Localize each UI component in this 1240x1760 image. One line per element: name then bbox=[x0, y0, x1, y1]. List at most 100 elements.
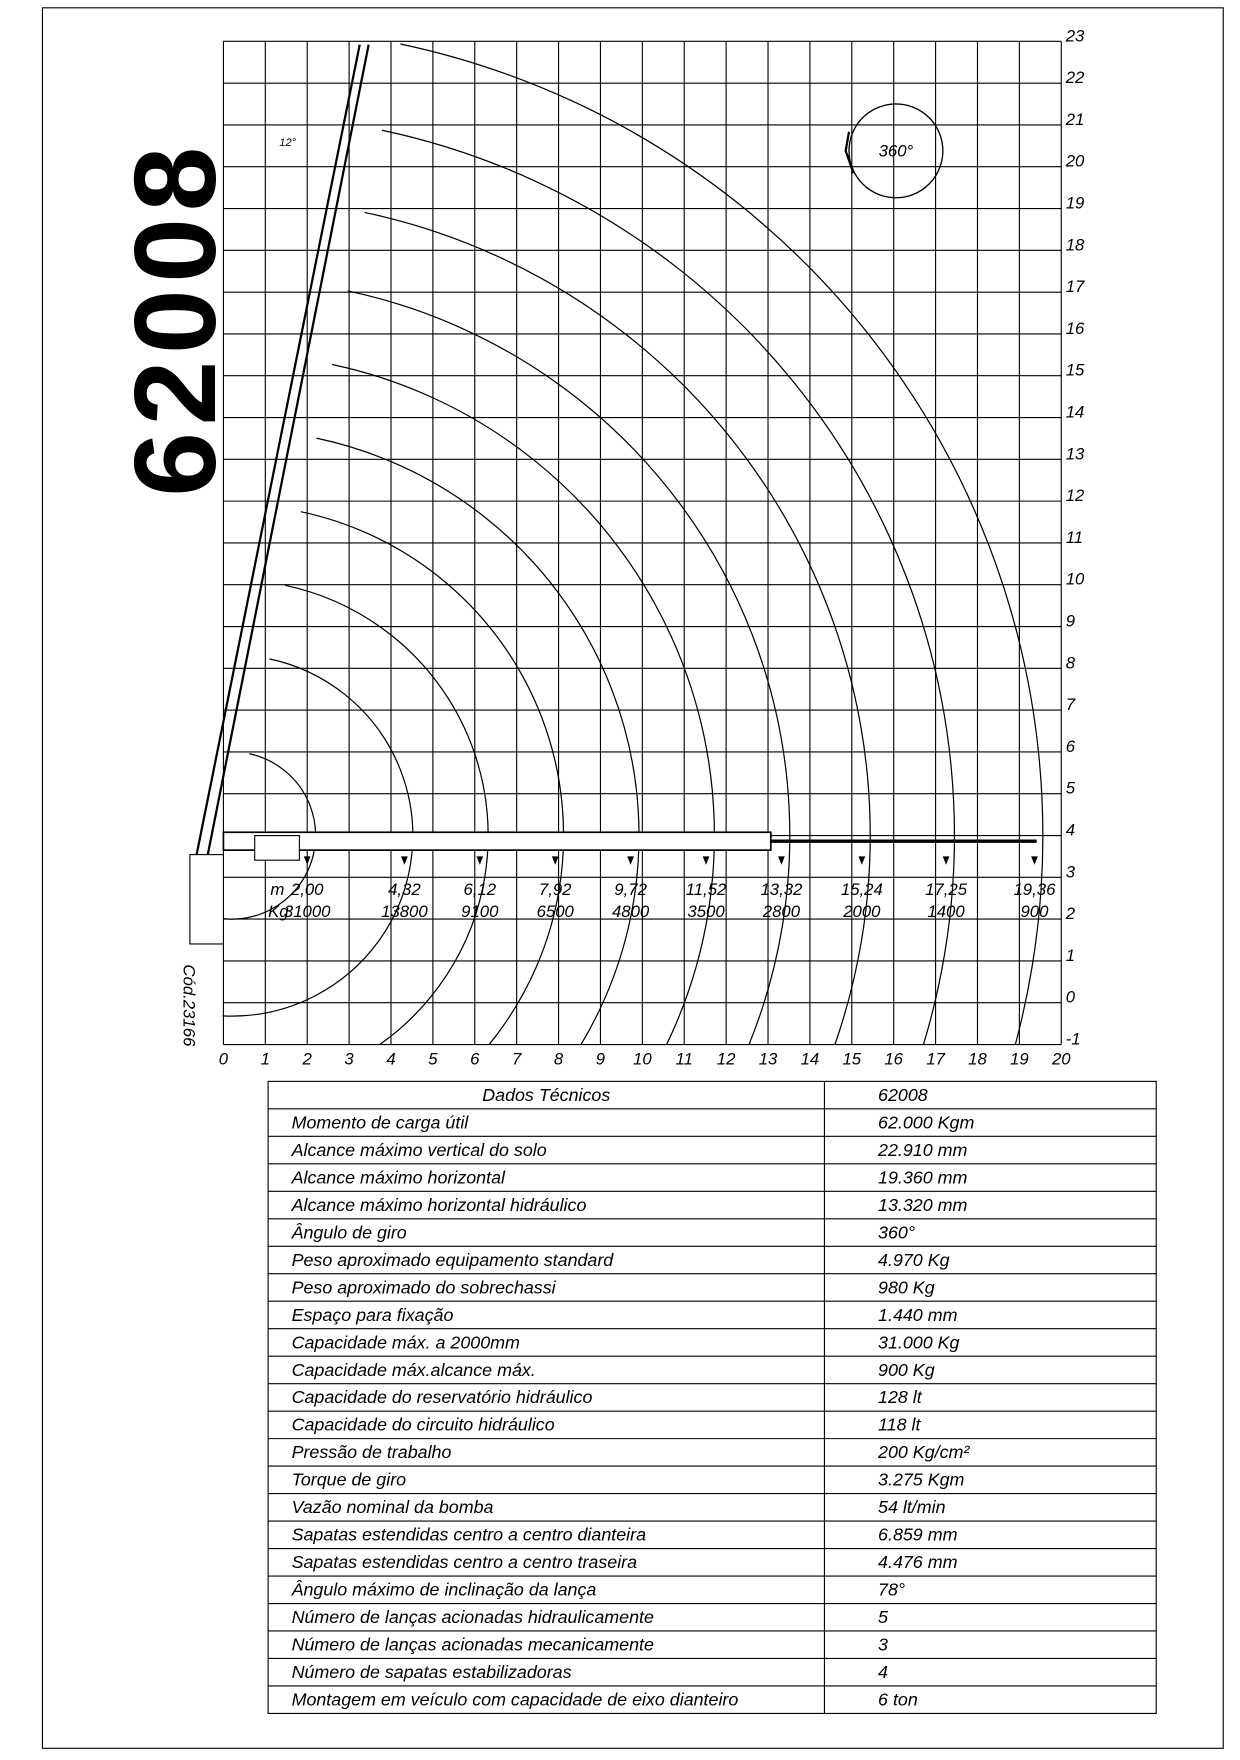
table-value: 19.360 mm bbox=[878, 1167, 967, 1187]
x-tick-label: 6 bbox=[470, 1050, 480, 1069]
reach-arc bbox=[222, 753, 317, 920]
table-label: Alcance máximo vertical do solo bbox=[291, 1140, 547, 1160]
y-tick-label: 4 bbox=[1066, 820, 1075, 839]
reach-arc bbox=[347, 290, 791, 1045]
load-marker bbox=[942, 856, 950, 865]
load-label: 3500 bbox=[687, 902, 725, 921]
load-marker bbox=[627, 856, 634, 865]
table-label: Sapatas estendidas centro a centro trase… bbox=[292, 1552, 638, 1572]
table-label: Número de lanças acionadas hidraulicamen… bbox=[292, 1607, 654, 1627]
table-value: 200 Kg/cm² bbox=[877, 1442, 970, 1462]
y-tick-label: 12 bbox=[1066, 486, 1085, 505]
reach-arc bbox=[300, 511, 565, 1045]
x-tick-label: 1 bbox=[261, 1050, 270, 1069]
load-marker bbox=[551, 856, 559, 865]
load-label: 2000 bbox=[842, 902, 881, 921]
grid: 0 1 2 3 4 5 6 7 8 9 10 11 12 13 14 15 16 17 18 19 20-1012345… bbox=[219, 26, 1085, 1068]
table-value: 62.000 Kgm bbox=[878, 1112, 974, 1132]
table-value: 128 lt bbox=[878, 1387, 923, 1407]
code: Cód.23166 bbox=[179, 964, 198, 1047]
load-marker bbox=[476, 856, 484, 865]
x-tick-label: 13 bbox=[759, 1050, 778, 1069]
table-value: 3 bbox=[878, 1635, 888, 1655]
table-label: Capacidade máx.alcance máx. bbox=[292, 1360, 536, 1380]
y-tick-label: 22 bbox=[1065, 68, 1085, 87]
table-value: 118 lt bbox=[878, 1415, 921, 1435]
y-tick-label: 1 bbox=[1066, 946, 1075, 965]
y-tick-label: 13 bbox=[1066, 444, 1085, 463]
table-value: 13.320 mm bbox=[878, 1195, 967, 1215]
y-tick-label: 11 bbox=[1066, 528, 1083, 547]
y-tick-label: 18 bbox=[1066, 235, 1085, 254]
table-label: Montagem em veículo com capacidade de ei… bbox=[292, 1690, 739, 1710]
table-value: 4.476 mm bbox=[878, 1552, 958, 1572]
table-value: 54 lt/min bbox=[878, 1497, 946, 1517]
reach-label: 11,52 bbox=[686, 880, 727, 899]
table-border bbox=[267, 1080, 1157, 1714]
x-tick-label: 5 bbox=[428, 1050, 438, 1069]
load-marker bbox=[303, 856, 311, 865]
reach-arc bbox=[222, 658, 414, 1017]
load-label: 6500 bbox=[537, 902, 575, 921]
load-marker bbox=[1031, 856, 1038, 865]
y-tick-label: 10 bbox=[1066, 570, 1085, 589]
load-label: 9100 bbox=[461, 902, 499, 921]
load-marker bbox=[858, 856, 866, 865]
load-label: 31000 bbox=[284, 902, 331, 921]
x-tick-label: 7 bbox=[512, 1050, 522, 1069]
table-label: Número de lanças acionadas mecanicamente bbox=[292, 1635, 654, 1655]
reach-arc bbox=[364, 211, 871, 1045]
tech-table: Dados Técnicos 62008 Momento de carga útil… bbox=[267, 1080, 1157, 1714]
x-tick-label: 11 bbox=[676, 1050, 693, 1069]
boom bbox=[189, 44, 1037, 945]
reach-arc bbox=[381, 129, 956, 1045]
table-value: 5 bbox=[878, 1607, 888, 1627]
load-unit: Kg bbox=[268, 902, 289, 921]
reach-label: 17,25 bbox=[925, 880, 968, 899]
y-tick-label: 15 bbox=[1066, 361, 1085, 380]
y-tick-label: 5 bbox=[1066, 779, 1076, 798]
y-tick-label: 19 bbox=[1066, 193, 1085, 212]
y-tick-label: 14 bbox=[1066, 402, 1085, 421]
x-tick-label: 12 bbox=[717, 1050, 736, 1069]
table-label: Momento de carga útil bbox=[292, 1112, 470, 1132]
y-tick-label: 21 bbox=[1065, 110, 1085, 129]
table-value: 1.440 mm bbox=[878, 1305, 958, 1325]
reach-label: 13,32 bbox=[760, 880, 803, 899]
reach-label: 6,12 bbox=[463, 880, 496, 899]
table-header: 62008 bbox=[878, 1085, 928, 1105]
table-label: Capacidade do circuito hidráulico bbox=[292, 1415, 555, 1435]
y-tick-label: 2 bbox=[1065, 904, 1076, 923]
table-label: Capacidade do reservatório hidráulico bbox=[292, 1387, 593, 1407]
reach-label: 2,00 bbox=[290, 880, 324, 899]
table-label: Vazão nominal da bomba bbox=[292, 1497, 494, 1517]
reach-label: 9,72 bbox=[614, 880, 647, 899]
table-value: 980 Kg bbox=[878, 1277, 935, 1297]
page-border bbox=[41, 7, 1224, 1749]
table-value: 6 ton bbox=[878, 1690, 918, 1710]
rotation-arrow bbox=[844, 131, 855, 174]
reach-arc bbox=[284, 584, 489, 1045]
y-tick-label: 6 bbox=[1066, 737, 1076, 756]
table-label: Ângulo máximo de inclinação da lança bbox=[291, 1579, 597, 1600]
x-tick-label: 14 bbox=[801, 1050, 820, 1069]
y-tick-label: 23 bbox=[1065, 26, 1085, 45]
table-label: Torque de giro bbox=[292, 1470, 407, 1490]
reach-label: 15,24 bbox=[841, 880, 883, 899]
reach-label: 19,36 bbox=[1013, 880, 1056, 899]
x-tick-label: 20 bbox=[1051, 1050, 1071, 1069]
table-label: Espaço para fixação bbox=[292, 1305, 454, 1325]
y-tick-label: 16 bbox=[1066, 319, 1085, 338]
reach-unit: m bbox=[270, 880, 284, 899]
table-value: 4 bbox=[878, 1662, 888, 1682]
load-marker bbox=[702, 856, 710, 865]
x-tick-label: 18 bbox=[968, 1050, 987, 1069]
y-tick-label: 9 bbox=[1066, 611, 1075, 630]
x-tick-label: 10 bbox=[633, 1050, 652, 1069]
load-label: 1400 bbox=[927, 902, 965, 921]
table-value: 4.970 Kg bbox=[878, 1250, 950, 1270]
x-tick-label: 16 bbox=[884, 1050, 903, 1069]
y-tick-label: 17 bbox=[1066, 277, 1085, 296]
